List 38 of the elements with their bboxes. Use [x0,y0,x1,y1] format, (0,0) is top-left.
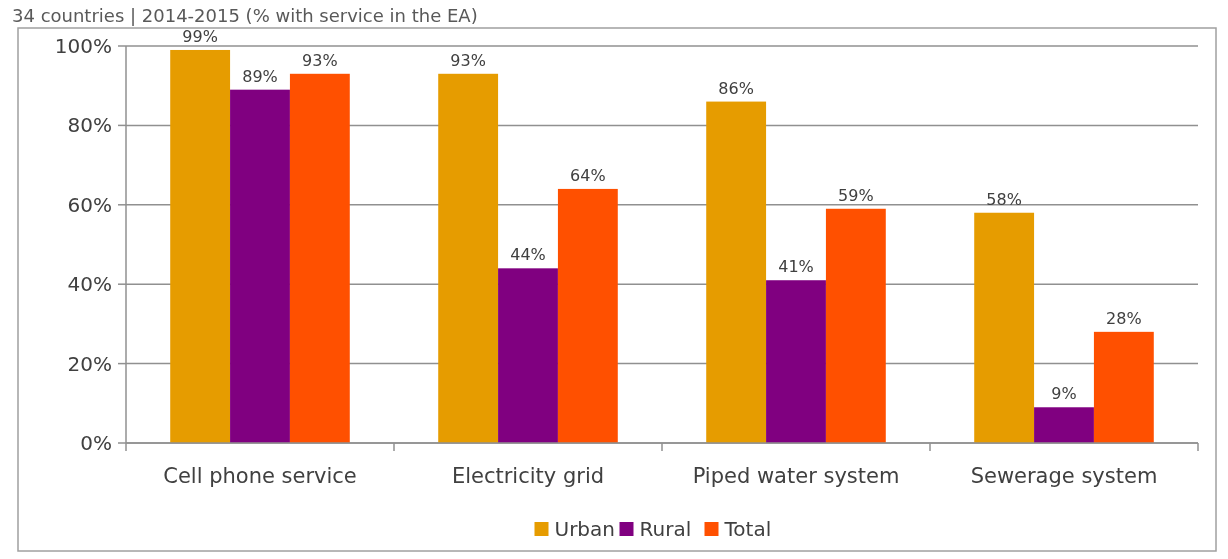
bar [498,268,558,443]
y-tick-label: 80% [67,113,112,138]
data-label: 89% [242,66,278,86]
bar [289,73,350,443]
bar [706,101,767,443]
bar [170,49,231,443]
bar [230,89,290,443]
data-label: 9% [1051,384,1077,404]
data-label: 44% [510,245,546,265]
y-tick-label: 20% [67,351,112,376]
bar [1034,407,1094,443]
y-tick-label: 60% [67,192,112,217]
data-label: 41% [778,257,814,277]
x-tick-label: Electricity grid [451,464,605,488]
x-tick-label: Cell phone service [163,464,357,488]
x-tick-label: Piped water system [692,464,900,488]
data-label: 58% [986,189,1022,209]
bar [557,188,618,443]
legend-label: Urban [554,517,615,541]
y-tick-label: 40% [67,272,112,297]
data-label: 64% [570,165,606,185]
bar [438,73,499,443]
bar [766,280,826,443]
legend-label: Rural [639,517,692,541]
data-label: 99% [182,26,218,46]
bar [974,212,1035,443]
data-label: 86% [718,78,754,98]
data-label: 93% [450,50,486,70]
bar [825,208,886,443]
legend-label: Total [723,517,772,541]
y-tick-label: 0% [80,431,112,455]
data-label: 59% [838,185,874,205]
x-tick-label: Sewerage system [970,464,1158,488]
data-label: 93% [302,50,338,70]
y-tick-label: 100% [54,34,112,58]
data-label: 28% [1106,308,1142,328]
chart-subtitle: 34 countries | 2014-2015 (% with service in the EA) [12,5,478,26]
bar [1093,331,1154,443]
